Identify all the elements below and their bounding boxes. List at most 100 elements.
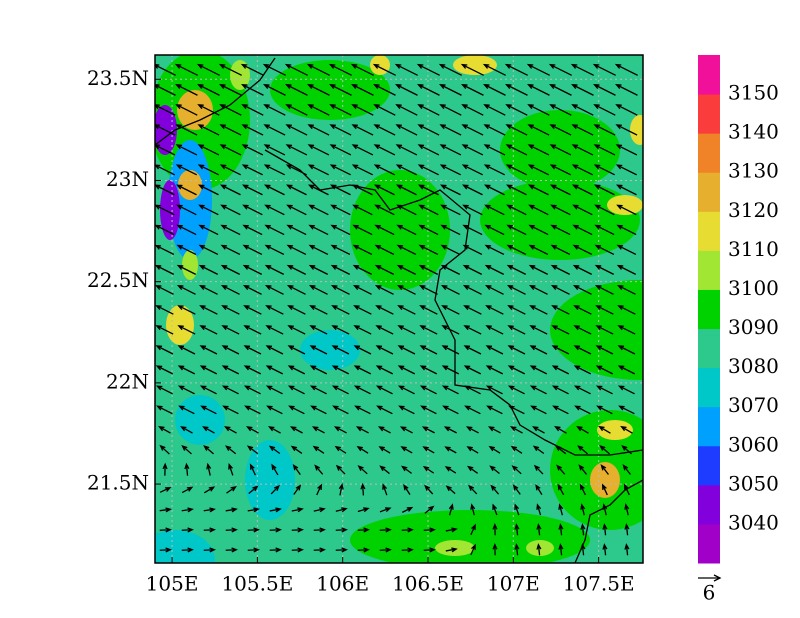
wind-arrow xyxy=(332,405,349,415)
wind-arrow xyxy=(527,84,550,96)
wind-arrow xyxy=(536,543,542,556)
wind-arrow xyxy=(439,84,462,96)
wind-arrow xyxy=(220,224,241,236)
wind-arrow xyxy=(395,84,418,96)
wind-arrow xyxy=(221,345,240,355)
wind-arrow xyxy=(309,345,328,355)
wind-arrow xyxy=(352,244,373,256)
wind-arrow xyxy=(198,284,218,295)
wind-arrow xyxy=(550,244,571,256)
wind-arrow xyxy=(175,124,198,136)
wind-arrow xyxy=(287,365,306,375)
wind-arrow xyxy=(417,104,440,116)
wind-arrow xyxy=(219,184,241,196)
wind-arrow xyxy=(292,464,301,476)
wind-arrow xyxy=(308,264,329,275)
colorbar-box xyxy=(698,133,720,173)
wind-arrow xyxy=(291,547,304,553)
wind-arrow xyxy=(263,144,286,156)
wind-arrow xyxy=(440,244,461,256)
wind-arrow xyxy=(467,465,479,474)
wind-arrow xyxy=(527,164,549,176)
wind-arrow xyxy=(533,464,544,475)
wind-arrow xyxy=(397,365,416,375)
wind-arrow xyxy=(197,124,220,136)
wind-arrow xyxy=(396,224,417,236)
wind-arrow xyxy=(616,204,637,216)
wind-arrow xyxy=(159,527,172,533)
wind-arrow xyxy=(417,144,440,156)
wind-arrow xyxy=(595,305,614,315)
wind-arrow xyxy=(329,144,352,156)
wind-arrow xyxy=(592,63,616,76)
wind-arrow xyxy=(159,444,170,455)
wind-arrow xyxy=(468,484,478,495)
wind-arrow xyxy=(528,264,549,275)
y-tick-label: 22.5N xyxy=(87,268,149,292)
wind-arrow xyxy=(572,224,593,236)
wind-arrow xyxy=(199,345,218,355)
wind-arrow xyxy=(616,264,637,275)
wind-arrow xyxy=(580,503,586,516)
wind-arrow xyxy=(422,465,435,474)
wind-arrow xyxy=(245,426,259,434)
wind-arrow xyxy=(309,325,328,335)
wind-arrow xyxy=(550,284,570,295)
wind-arrow xyxy=(267,426,281,434)
wind-arrow xyxy=(572,264,593,275)
wind-arrow xyxy=(357,465,368,475)
wind-arrow xyxy=(595,325,614,335)
wind-arrow xyxy=(514,543,520,556)
wind-arrow xyxy=(221,305,240,315)
wind-arrow xyxy=(623,483,630,496)
wind-arrow xyxy=(219,144,242,156)
wind-arrow xyxy=(264,284,284,295)
vector-reference: 6 xyxy=(698,574,722,605)
wind-arrow xyxy=(487,426,501,434)
wind-arrow xyxy=(535,483,543,495)
wind-arrow xyxy=(352,264,373,275)
wind-arrow xyxy=(616,284,636,295)
wind-arrow xyxy=(510,445,523,454)
wind-arrow xyxy=(264,204,285,216)
wind-arrow xyxy=(442,405,459,415)
wind-arrow xyxy=(329,84,352,96)
wind-arrow xyxy=(244,405,261,415)
wind-arrow xyxy=(242,264,263,275)
wind-arrow xyxy=(551,385,569,395)
wind-arrow xyxy=(330,224,351,236)
colorbar-box xyxy=(698,406,720,447)
colorbar-label: 3130 xyxy=(728,159,779,183)
wind-arrow xyxy=(309,365,328,375)
wind-arrow xyxy=(313,507,326,513)
wind-arrow xyxy=(417,84,440,96)
wind-arrow xyxy=(486,405,503,415)
wind-arrow xyxy=(462,244,483,256)
wind-arrow xyxy=(353,305,372,315)
wind-arrow xyxy=(218,63,242,76)
wind-arrow xyxy=(416,63,440,76)
contour-patch xyxy=(160,180,180,240)
x-tick-label: 107E xyxy=(487,572,540,596)
colorbar-box xyxy=(698,94,720,134)
wind-arrow xyxy=(461,144,484,156)
wind-arrow xyxy=(352,224,373,236)
wind-arrow xyxy=(200,405,217,415)
wind-arrow xyxy=(441,305,460,315)
contour-patch xyxy=(435,540,475,556)
wind-arrow xyxy=(199,365,218,375)
wind-arrow xyxy=(375,325,394,335)
wind-arrow xyxy=(356,445,369,454)
wind-arrow xyxy=(379,507,392,513)
wind-arrow xyxy=(596,405,613,415)
wind-arrow xyxy=(550,224,571,236)
wind-arrow xyxy=(507,365,526,375)
wind-arrow xyxy=(203,445,215,455)
wind-arrow xyxy=(375,345,394,355)
contour-patch xyxy=(178,170,202,200)
wind-arrow xyxy=(615,124,638,136)
colorbar-box xyxy=(698,211,720,251)
wind-arrow xyxy=(331,325,350,335)
wind-arrow xyxy=(558,523,564,536)
wind-arrow xyxy=(578,464,588,475)
